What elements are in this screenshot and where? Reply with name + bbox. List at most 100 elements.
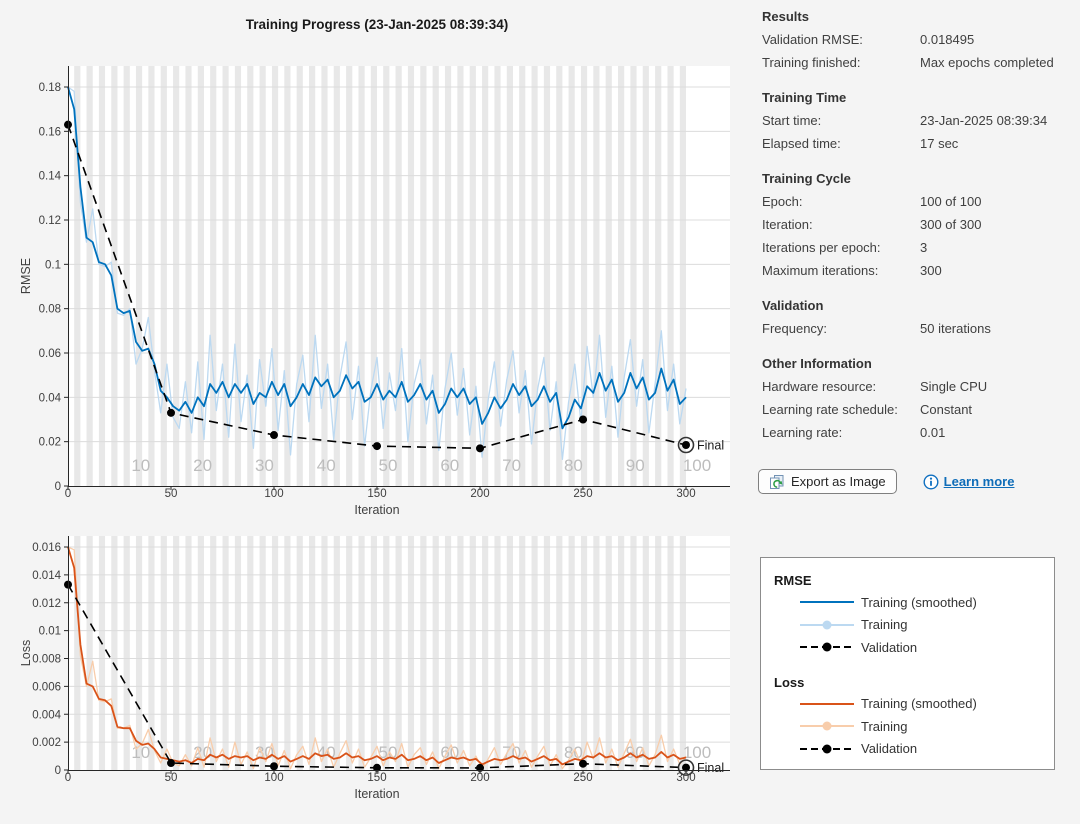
validation-marker	[167, 408, 175, 417]
export-as-image-button[interactable]: Export as Image	[758, 469, 897, 494]
training-raw-line	[67, 546, 687, 770]
svg-text:0.004: 0.004	[32, 709, 61, 721]
info-row: Learning rate schedule: Constant	[762, 398, 1074, 421]
info-row-value: 300	[920, 263, 942, 278]
action-row: Export as Image Learn more	[758, 469, 1014, 494]
info-section: Validation Frequency: 50 iterations	[762, 294, 1074, 340]
final-marker-ring	[677, 436, 695, 454]
info-row-value: 3	[920, 240, 928, 255]
svg-text:50: 50	[165, 488, 178, 500]
legend-item: Training (smoothed)	[774, 693, 1054, 716]
info-row-value: 23-Jan-2025 08:39:34	[920, 113, 1048, 128]
legend-item-label: Validation	[861, 639, 918, 655]
info-section-title: Training Time	[762, 90, 847, 105]
info-section: Training Time Start time: 23-Jan-2025 08:3…	[762, 86, 1074, 155]
x-axis-label: Iteration	[354, 787, 399, 801]
info-row-value: 0.01	[920, 425, 946, 440]
validation-marker	[579, 759, 587, 768]
info-icon	[923, 473, 939, 490]
validation-marker	[270, 431, 278, 440]
validation-marker	[476, 444, 484, 453]
svg-text:0.06: 0.06	[39, 348, 61, 360]
info-row-label: Frequency:	[762, 321, 828, 336]
info-row-value: Constant	[920, 402, 973, 417]
info-row-label: Training finished:	[762, 55, 861, 70]
info-row-label: Validation RMSE:	[762, 32, 863, 47]
info-section: Results Validation RMSE: 0.018495 Training …	[762, 5, 1074, 74]
info-row: Hardware resource: Single CPU	[762, 375, 1074, 398]
svg-text:0.04: 0.04	[39, 392, 62, 404]
info-row: Training finished: Max epochs completed	[762, 51, 1074, 74]
svg-text:0.016: 0.016	[32, 542, 61, 554]
final-marker-ring	[677, 759, 695, 776]
info-row-label: Epoch:	[762, 194, 803, 209]
svg-text:0: 0	[65, 488, 71, 500]
svg-text:0.014: 0.014	[32, 570, 61, 582]
svg-text:90: 90	[626, 456, 645, 475]
svg-text:10: 10	[131, 743, 150, 762]
validation-marker	[270, 762, 278, 771]
legend-sample-line	[800, 721, 854, 731]
svg-text:50: 50	[379, 456, 398, 475]
rmse-chart: 10 20 30 40 50 60 70 80 90 100 Final 0 50 100 150 200 25…	[19, 66, 730, 517]
svg-text:50: 50	[165, 772, 178, 784]
svg-text:0.14: 0.14	[39, 171, 62, 183]
learn-more-link[interactable]: Learn more	[943, 474, 1015, 489]
info-row-value: 50 iterations	[920, 321, 991, 336]
info-row-label: Hardware resource:	[762, 379, 877, 394]
legend-item-label: Training (smoothed)	[861, 594, 977, 610]
validation-series: Final	[64, 580, 724, 776]
svg-text:30: 30	[255, 456, 274, 475]
info-row: Start time: 23-Jan-2025 08:39:34	[762, 109, 1074, 132]
info-section-title: Validation	[762, 298, 824, 313]
svg-text:100: 100	[683, 456, 711, 475]
learn-more-wrap: Learn more	[923, 473, 1015, 490]
info-section-title: Other Information	[762, 356, 872, 371]
epoch-labels: 10 20 30 40 50 60 70 80 90 100	[131, 456, 711, 475]
svg-text:90: 90	[626, 743, 645, 762]
validation-marker	[167, 759, 175, 768]
legend-item: Validation	[774, 738, 1054, 761]
legend-item: Validation	[774, 636, 1054, 659]
svg-text:250: 250	[573, 772, 592, 784]
info-row-value: Single CPU	[920, 379, 988, 394]
legend-sample-line	[800, 702, 854, 705]
validation-series: Final	[64, 120, 724, 454]
info-row: Iterations per epoch: 3	[762, 236, 1074, 259]
info-row-value: 17 sec	[920, 136, 959, 151]
grid-lines	[68, 86, 730, 443]
info-row-value: Max epochs completed	[920, 55, 1054, 70]
final-label: Final	[697, 439, 724, 453]
legend-item-label: Training	[861, 617, 908, 633]
svg-text:0.006: 0.006	[32, 681, 61, 693]
svg-text:0.008: 0.008	[32, 654, 61, 666]
results-info-panel: Results Validation RMSE: 0.018495 Training …	[762, 5, 1074, 456]
info-row-label: Iteration:	[762, 217, 813, 232]
info-row-label: Maximum iterations:	[762, 263, 879, 278]
info-section-title: Results	[762, 9, 809, 24]
epoch-bands	[74, 66, 686, 486]
info-row: Maximum iterations: 300	[762, 259, 1074, 282]
info-row: Frequency: 50 iterations	[762, 317, 1074, 340]
grid-lines	[68, 546, 730, 743]
svg-text:100: 100	[683, 743, 711, 762]
svg-text:0: 0	[55, 765, 61, 777]
info-row: Iteration: 300 of 300	[762, 213, 1074, 236]
legend-sample-line	[800, 601, 854, 604]
info-row-value: 100 of 100	[920, 194, 982, 209]
svg-text:300: 300	[676, 488, 695, 500]
svg-text:200: 200	[470, 488, 489, 500]
svg-text:150: 150	[367, 772, 386, 784]
info-section: Other Information Hardware resource: Singl…	[762, 352, 1074, 444]
svg-text:0.012: 0.012	[32, 598, 61, 610]
legend-sample-line	[800, 620, 854, 630]
info-row: Elapsed time: 17 sec	[762, 132, 1074, 155]
legend-sample-line	[800, 744, 854, 754]
legend-item: Training	[774, 614, 1054, 637]
export-image-icon	[769, 474, 785, 490]
info-row-label: Learning rate schedule:	[762, 402, 898, 417]
svg-text:100: 100	[264, 772, 283, 784]
y-axis-label: Loss	[19, 640, 33, 666]
